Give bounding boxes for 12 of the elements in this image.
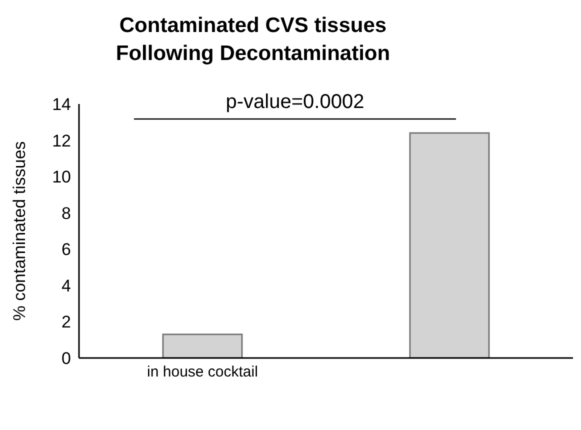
y-tick-label: 10: [52, 168, 71, 187]
y-tick-label: 0: [62, 349, 71, 368]
y-tick-label: 12: [52, 131, 71, 150]
y-tick-label: 8: [62, 204, 71, 223]
y-tick-label: 4: [62, 276, 71, 296]
y-tick-label: 6: [62, 240, 71, 260]
chart-title: Contaminated CVS tissues Following Decontamination: [114, 13, 392, 67]
y-tick-label: 2: [62, 312, 71, 332]
y-axis-title: % contaminated tissues: [10, 141, 30, 321]
y-tick-label: 14: [52, 95, 71, 114]
annotation: p-value=0.0002: [224, 91, 366, 114]
x-tick-label: in house cocktail: [147, 364, 258, 381]
